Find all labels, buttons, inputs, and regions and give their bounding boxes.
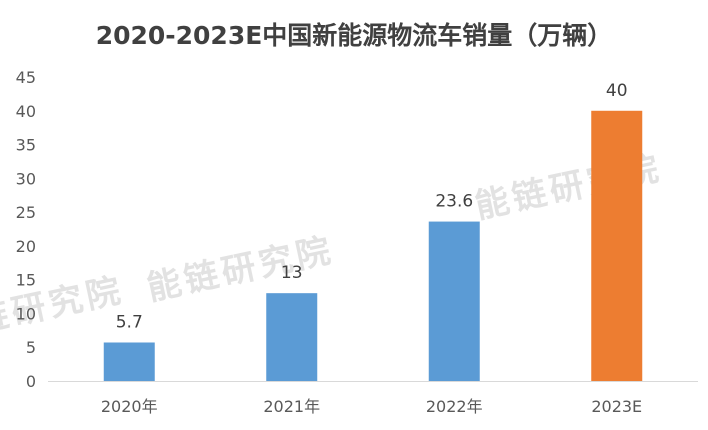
y-tick-label: 30 [16, 169, 36, 188]
x-tick-label: 2023E [591, 397, 642, 416]
y-tick-label: 5 [26, 338, 36, 357]
y-tick-label: 35 [16, 136, 36, 155]
x-tick-label: 2022年 [426, 397, 483, 416]
bar [266, 293, 318, 381]
y-axis: 0 5 10 15 20 25 30 35 40 45 [16, 68, 36, 391]
chart-title: 2020-2023E中国新能源物流车销量（万辆） [95, 21, 613, 50]
y-tick-label: 25 [16, 203, 36, 222]
data-label: 40 [606, 81, 628, 101]
data-label: 5.7 [116, 312, 143, 332]
x-axis: 2020年 2021年 2022年 2023E [48, 381, 698, 416]
bar [591, 110, 643, 382]
bar [103, 342, 155, 381]
data-label: 13 [281, 263, 303, 283]
y-tick-label: 45 [16, 68, 36, 87]
x-tick-label: 2020年 [101, 397, 158, 416]
y-tick-label: 10 [16, 304, 36, 323]
x-tick-label: 2021年 [263, 397, 320, 416]
y-tick-label: 15 [16, 271, 36, 290]
bars: 5.7 13 23.6 40 [103, 81, 643, 382]
data-label: 23.6 [435, 192, 473, 212]
bar [428, 221, 480, 381]
y-tick-label: 40 [16, 102, 36, 121]
y-tick-label: 0 [26, 372, 36, 391]
y-tick-label: 20 [16, 237, 36, 256]
